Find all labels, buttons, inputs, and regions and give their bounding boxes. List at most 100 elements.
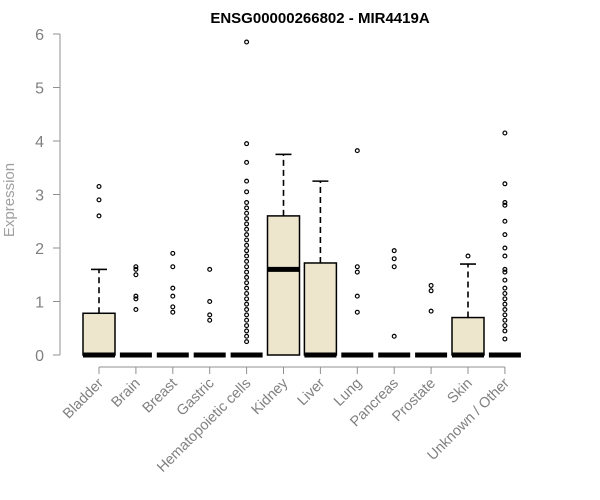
- outlier-point: [244, 312, 250, 318]
- outlier-point: [502, 181, 508, 187]
- y-tick-label: 5: [35, 81, 44, 98]
- outlier-point: [502, 130, 508, 136]
- outlier-point: [170, 285, 176, 291]
- outlier-point: [502, 301, 508, 307]
- outlier-point: [207, 266, 213, 272]
- outlier-point: [244, 237, 250, 243]
- y-tick-label: 4: [35, 134, 44, 151]
- outlier-point: [244, 333, 250, 339]
- box-group: [82, 39, 521, 358]
- box-rect: [266, 215, 301, 356]
- outlier-point: [170, 304, 176, 310]
- outlier-point: [244, 141, 250, 147]
- outlier-point: [354, 269, 360, 275]
- x-tick-label: Bladder: [60, 375, 107, 422]
- box-liver: [303, 180, 338, 358]
- outlier-point: [244, 301, 250, 307]
- outlier-point: [502, 232, 508, 238]
- box-hematopoietic-cells: [230, 39, 263, 358]
- outlier-point: [502, 200, 508, 206]
- outlier-point: [244, 159, 250, 165]
- outlier-point: [502, 312, 508, 318]
- outlier-point: [96, 213, 102, 219]
- y-axis: 0 1 2 3 4 5 6: [35, 27, 61, 365]
- outlier-point: [244, 178, 250, 184]
- outlier-point: [391, 256, 397, 262]
- outlier-point: [391, 264, 397, 270]
- outlier-point: [244, 264, 250, 270]
- y-tick-label: 0: [35, 348, 44, 365]
- x-tick-label: Kidney: [249, 375, 292, 418]
- outlier-point: [244, 205, 250, 211]
- outlier-point: [244, 307, 250, 313]
- outlier-point: [244, 242, 250, 248]
- y-axis-label: Expression: [1, 163, 18, 237]
- outlier-point: [207, 312, 213, 318]
- box-kidney: [266, 153, 301, 356]
- outlier-point: [96, 183, 102, 189]
- box-breast: [156, 250, 189, 358]
- outlier-point: [502, 202, 508, 208]
- outlier-point: [428, 282, 434, 288]
- outlier-point: [244, 285, 250, 291]
- outlier-point: [502, 277, 508, 283]
- outlier-point: [244, 253, 250, 259]
- outlier-point: [244, 328, 250, 334]
- outlier-point: [502, 269, 508, 275]
- outlier-point: [244, 323, 250, 329]
- outlier-point: [354, 264, 360, 270]
- outlier-point: [207, 299, 213, 305]
- box-rect: [303, 262, 338, 356]
- outlier-point: [502, 317, 508, 323]
- x-tick-label: Liver: [295, 375, 329, 409]
- outlier-point: [244, 258, 250, 264]
- outlier-point: [502, 218, 508, 224]
- outlier-point: [502, 307, 508, 313]
- outlier-point: [465, 253, 471, 259]
- outlier-point: [244, 200, 250, 206]
- outlier-point: [96, 197, 102, 203]
- outlier-point: [170, 309, 176, 315]
- outlier-point: [244, 290, 250, 296]
- outlier-point: [391, 333, 397, 339]
- outlier-point: [170, 293, 176, 299]
- outlier-point: [244, 189, 250, 195]
- outlier-point: [244, 221, 250, 227]
- outlier-point: [207, 317, 213, 323]
- outlier-point: [502, 336, 508, 342]
- box-rect: [82, 312, 116, 356]
- outlier-point: [133, 293, 139, 299]
- outlier-point: [354, 309, 360, 315]
- x-tick-label: Skin: [445, 376, 476, 407]
- box-skin: [451, 253, 485, 358]
- outlier-point: [244, 269, 250, 275]
- outlier-point: [170, 250, 176, 256]
- y-tick-label: 1: [35, 295, 44, 312]
- outlier-point: [502, 285, 508, 291]
- box-unknown-other: [488, 130, 521, 358]
- outlier-point: [170, 264, 176, 270]
- box-gastric: [193, 266, 226, 358]
- outlier-point: [428, 288, 434, 294]
- outlier-point: [502, 253, 508, 259]
- outlier-point: [244, 274, 250, 280]
- outlier-point: [502, 296, 508, 302]
- x-tick-label: Breast: [140, 376, 181, 417]
- outlier-point: [502, 290, 508, 296]
- outlier-point: [133, 264, 139, 270]
- outlier-point: [244, 317, 250, 323]
- outlier-point: [133, 266, 139, 272]
- outlier-point: [133, 307, 139, 313]
- chart-title: ENSG00000266802 - MIR4419A: [210, 10, 429, 27]
- outlier-point: [502, 266, 508, 272]
- outlier-point: [502, 328, 508, 334]
- y-tick-label: 6: [35, 27, 44, 44]
- box-rect: [451, 316, 485, 356]
- outlier-point: [428, 308, 434, 314]
- y-tick-label: 2: [35, 241, 44, 258]
- y-tick-label: 3: [35, 188, 44, 205]
- outlier-point: [244, 280, 250, 286]
- outlier-point: [133, 296, 139, 302]
